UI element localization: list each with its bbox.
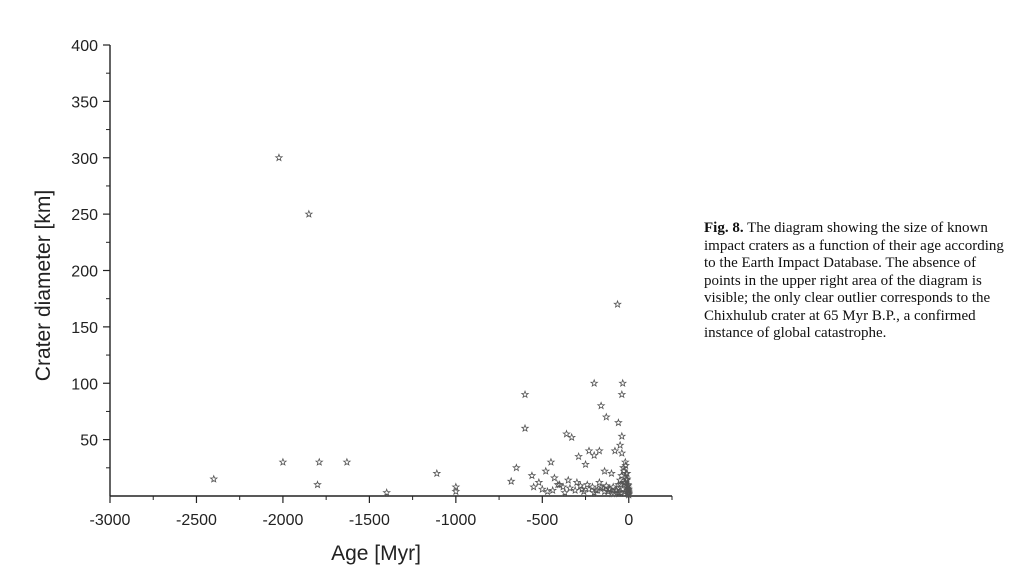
data-points bbox=[209, 153, 634, 499]
data-point bbox=[274, 153, 284, 162]
y-tick-label: 50 bbox=[80, 433, 98, 450]
axis-ticks: -3000 -2500 -2000 -1500 -1000 -500 0 50 100 150 20… bbox=[71, 38, 673, 529]
data-point bbox=[619, 466, 629, 475]
data-point bbox=[617, 448, 627, 457]
x-tick-label: -2500 bbox=[176, 512, 217, 529]
data-point bbox=[520, 389, 530, 399]
data-point bbox=[582, 480, 592, 489]
data-point bbox=[313, 480, 322, 489]
data-point bbox=[588, 482, 597, 491]
data-point bbox=[451, 486, 461, 496]
data-point bbox=[589, 488, 599, 497]
data-point bbox=[601, 481, 611, 490]
data-point bbox=[614, 480, 623, 489]
data-point bbox=[570, 485, 580, 495]
data-point bbox=[520, 423, 530, 433]
data-point bbox=[574, 451, 583, 461]
data-point bbox=[342, 457, 352, 466]
data-point bbox=[613, 299, 622, 309]
data-point bbox=[558, 482, 568, 491]
data-point bbox=[604, 484, 614, 493]
data-point bbox=[618, 378, 628, 387]
data-point bbox=[621, 460, 631, 470]
caption-label: Fig. 8. bbox=[704, 220, 744, 236]
y-tick-label: 100 bbox=[71, 376, 98, 393]
data-point bbox=[601, 412, 611, 421]
x-tick-label: -1500 bbox=[349, 512, 390, 529]
x-axis-label: Age [Myr] bbox=[331, 542, 421, 565]
data-point bbox=[596, 401, 606, 410]
x-tick-label: -500 bbox=[526, 512, 558, 529]
data-point bbox=[596, 482, 606, 491]
data-point bbox=[565, 483, 575, 492]
figure-caption: Fig. 8. The diagram showing the size of … bbox=[704, 220, 1004, 343]
data-point bbox=[546, 457, 556, 466]
data-point bbox=[623, 484, 633, 493]
x-tick-label: 0 bbox=[624, 512, 633, 529]
data-point bbox=[278, 457, 288, 466]
data-point bbox=[584, 484, 594, 493]
data-point bbox=[550, 473, 559, 482]
data-point bbox=[608, 482, 618, 491]
caption-text: The diagram showing the size of known im… bbox=[704, 220, 1004, 341]
data-point bbox=[548, 485, 558, 495]
data-point bbox=[621, 474, 631, 483]
data-point bbox=[304, 209, 314, 218]
data-point bbox=[581, 459, 590, 469]
data-point bbox=[527, 471, 537, 480]
data-point bbox=[615, 440, 625, 449]
chart-axes bbox=[109, 45, 672, 497]
data-point bbox=[595, 477, 604, 487]
data-point bbox=[541, 466, 551, 475]
data-point bbox=[209, 474, 219, 483]
data-point bbox=[622, 468, 632, 478]
data-point bbox=[579, 486, 589, 496]
data-point bbox=[589, 450, 599, 460]
data-point bbox=[537, 484, 547, 493]
data-point bbox=[314, 457, 324, 466]
y-tick-label: 250 bbox=[71, 207, 98, 224]
data-point bbox=[595, 446, 604, 455]
data-point bbox=[567, 432, 577, 442]
y-tick-label: 200 bbox=[71, 264, 98, 281]
data-point bbox=[610, 446, 620, 455]
data-point bbox=[607, 468, 616, 478]
x-tick-label: -1000 bbox=[435, 512, 476, 529]
data-point bbox=[563, 475, 573, 484]
y-axis-label: Crater diameter [km] bbox=[32, 190, 55, 381]
data-point bbox=[584, 446, 594, 455]
x-tick-label: -2000 bbox=[262, 512, 303, 529]
data-point bbox=[622, 475, 632, 484]
data-point bbox=[617, 389, 627, 399]
data-point bbox=[560, 488, 570, 497]
data-point bbox=[613, 488, 622, 497]
data-point bbox=[616, 480, 625, 489]
y-tick-label: 300 bbox=[71, 151, 98, 168]
data-point bbox=[576, 481, 585, 490]
data-point bbox=[609, 489, 619, 498]
y-tick-label: 350 bbox=[71, 94, 98, 111]
data-point bbox=[382, 488, 392, 497]
data-point bbox=[506, 476, 516, 486]
data-point bbox=[572, 477, 582, 487]
data-point bbox=[543, 486, 552, 496]
data-point bbox=[617, 471, 626, 480]
data-point bbox=[614, 418, 623, 427]
data-point bbox=[624, 489, 634, 498]
data-point bbox=[555, 480, 564, 489]
data-point bbox=[624, 490, 634, 499]
data-point bbox=[617, 431, 627, 440]
x-tick-label: -3000 bbox=[90, 512, 131, 529]
scatter-chart: -3000 -2500 -2000 -1500 -1000 -500 0 50 100 150 20… bbox=[32, 38, 673, 565]
data-point bbox=[512, 463, 521, 472]
y-tick-label: 150 bbox=[71, 320, 98, 337]
data-point bbox=[589, 378, 599, 387]
data-point bbox=[529, 482, 539, 491]
y-tick-label: 400 bbox=[71, 38, 98, 55]
data-point bbox=[600, 466, 609, 475]
data-point bbox=[562, 429, 571, 438]
data-point bbox=[432, 468, 442, 478]
data-point bbox=[534, 477, 544, 487]
